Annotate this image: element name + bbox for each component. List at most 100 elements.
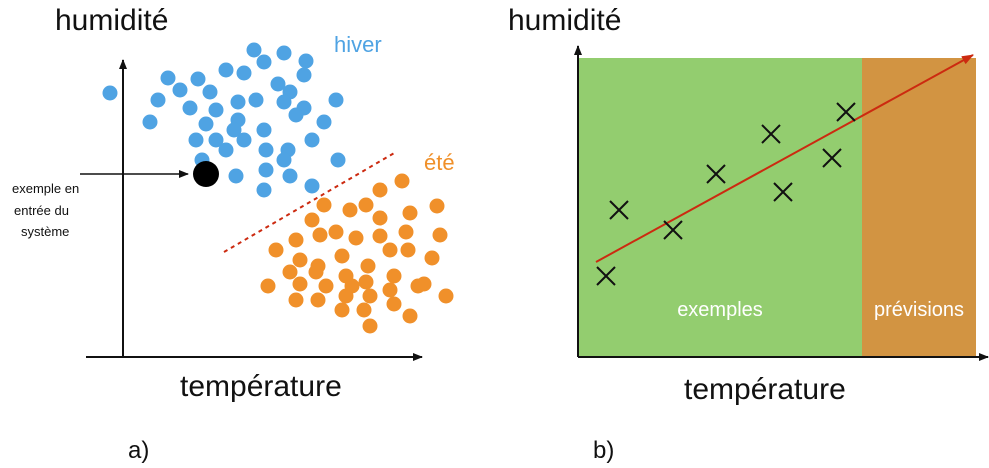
summer-point — [338, 288, 354, 304]
winter-point — [142, 114, 158, 130]
winter-point — [236, 132, 252, 148]
winter-point — [246, 42, 262, 58]
summer-label: été — [424, 150, 455, 175]
winter-point — [276, 152, 292, 168]
winter-point — [208, 132, 224, 148]
summer-point — [268, 242, 284, 258]
summer-point — [438, 288, 454, 304]
forecast-zone-label: prévisions — [874, 299, 964, 321]
winter-point — [226, 122, 242, 138]
input-label-line-2: entrée du — [14, 203, 69, 218]
panel-b-caption: b) — [593, 437, 614, 464]
summer-point — [386, 268, 402, 284]
panel-b: humidité exemples prévisions température… — [508, 4, 989, 464]
observation-cross — [609, 200, 629, 220]
input-label-line-1: exemple en — [12, 181, 79, 196]
summer-point — [410, 278, 426, 294]
winter-point — [102, 85, 118, 101]
panel-a-xlabel: température — [180, 370, 342, 403]
summer-point — [398, 224, 414, 240]
winter-point — [182, 100, 198, 116]
winter-point — [288, 107, 304, 123]
summer-point — [356, 302, 372, 318]
class-separator-line — [223, 151, 397, 253]
summer-point — [328, 224, 344, 240]
observation-cross — [761, 124, 781, 144]
examples-zone-label: exemples — [677, 299, 763, 321]
winter-point — [198, 116, 214, 132]
winter-point — [328, 92, 344, 108]
summer-point — [394, 173, 410, 189]
summer-point — [288, 292, 304, 308]
summer-point — [372, 182, 388, 198]
panel-a-caption: a) — [128, 437, 149, 464]
winter-points — [102, 42, 346, 198]
panel-b-xlabel: température — [684, 373, 846, 406]
summer-point — [308, 264, 324, 280]
summer-point — [382, 242, 398, 258]
winter-point — [218, 142, 234, 158]
summer-point — [382, 282, 398, 298]
observation-cross — [663, 220, 683, 240]
winter-point — [298, 53, 314, 69]
summer-point — [358, 274, 374, 290]
winter-point — [236, 65, 252, 81]
forecast-zone — [862, 58, 976, 356]
summer-point — [334, 302, 350, 318]
summer-point — [360, 258, 376, 274]
observation-cross — [773, 182, 793, 202]
winter-point — [160, 70, 176, 86]
winter-point — [256, 122, 272, 138]
summer-point — [402, 308, 418, 324]
summer-point — [362, 288, 378, 304]
regression-line — [595, 54, 974, 263]
summer-point — [292, 276, 308, 292]
observation-cross — [706, 164, 726, 184]
winter-point — [296, 67, 312, 83]
summer-point — [386, 296, 402, 312]
winter-point — [304, 132, 320, 148]
summer-point — [316, 197, 332, 213]
summer-point — [372, 210, 388, 226]
summer-point — [292, 252, 308, 268]
winter-point — [228, 168, 244, 184]
panel-a-ylabel: humidité — [55, 4, 168, 37]
winter-point — [150, 92, 166, 108]
winter-label: hiver — [334, 32, 382, 57]
winter-point — [190, 71, 206, 87]
winter-point — [202, 84, 218, 100]
observation-cross — [596, 266, 616, 286]
winter-point — [258, 162, 274, 178]
summer-point — [334, 248, 350, 264]
summer-point — [432, 227, 448, 243]
observation-cross — [822, 148, 842, 168]
winter-point — [276, 45, 292, 61]
winter-point — [304, 178, 320, 194]
summer-point — [362, 318, 378, 334]
winter-point — [208, 102, 224, 118]
panel-b-ylabel: humidité — [508, 4, 621, 37]
summer-point — [358, 197, 374, 213]
winter-point — [270, 76, 286, 92]
winter-point — [316, 114, 332, 130]
winter-point — [258, 142, 274, 158]
winter-point — [248, 92, 264, 108]
summer-point — [424, 250, 440, 266]
winter-point — [188, 132, 204, 148]
input-example-point — [193, 161, 219, 187]
summer-point — [318, 278, 334, 294]
panel-a: humidité température hiver été exemple e… — [12, 4, 455, 464]
summer-point — [312, 227, 328, 243]
summer-point — [342, 202, 358, 218]
winter-point — [256, 182, 272, 198]
winter-point — [282, 168, 298, 184]
summer-point — [310, 292, 326, 308]
input-label-line-3: système — [21, 224, 69, 239]
winter-point — [172, 82, 188, 98]
winter-point — [256, 54, 272, 70]
summer-points — [260, 173, 454, 334]
examples-zone — [579, 58, 862, 356]
winter-point — [276, 94, 292, 110]
summer-point — [348, 230, 364, 246]
